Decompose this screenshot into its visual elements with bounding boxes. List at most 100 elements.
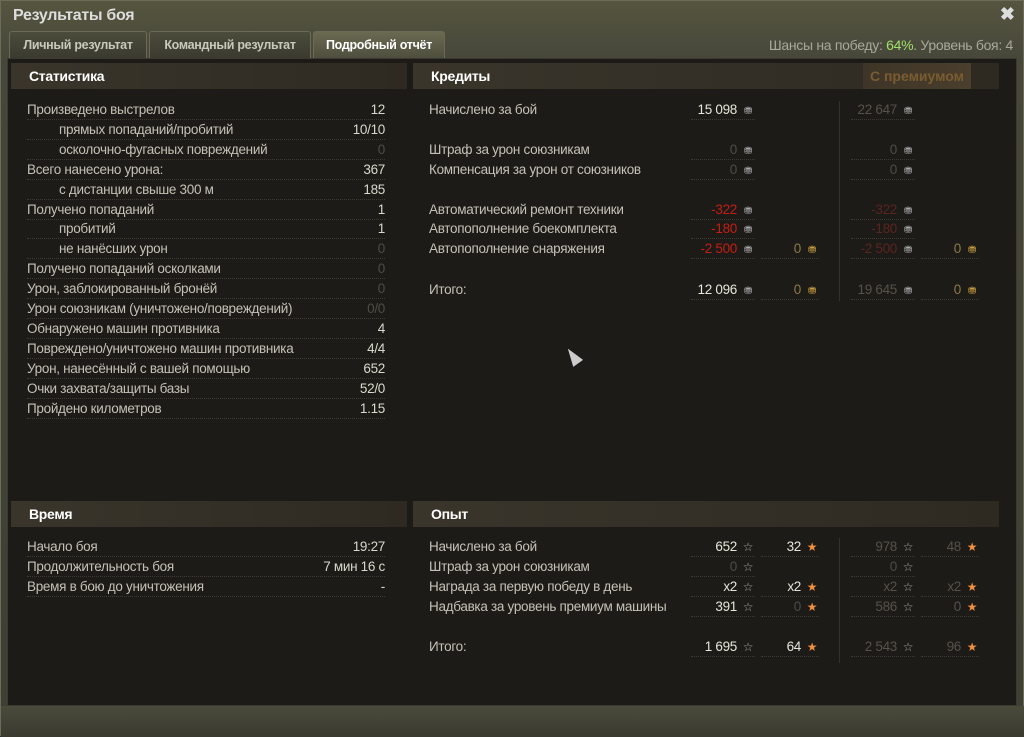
credit-base: 0 ⛃	[691, 141, 755, 160]
xp-free: 32 ★	[761, 538, 819, 557]
credit-row: Начислено за бой	[429, 101, 689, 120]
xp-premium-free: 48 ★	[921, 538, 979, 557]
stat-row: прямых попаданий/пробитий 10/10	[27, 121, 385, 140]
credits-icon: ⛃	[743, 206, 753, 217]
cell-value: 0	[793, 282, 802, 297]
stat-row: Произведено выстрелов 12	[27, 101, 385, 120]
xp-label: Награда за первую победу в день	[429, 579, 633, 594]
window-title: Результаты боя	[13, 7, 135, 24]
free-xp-star-icon: ★	[806, 600, 818, 614]
credit-row: Штраф за урон союзникам	[429, 141, 689, 160]
free-xp-star-icon: ★	[966, 600, 978, 614]
credit-base: 0 ⛃	[691, 161, 755, 180]
stat-row: Всего нанесено урона: 367	[27, 161, 385, 180]
xp-star-icon: ☆	[902, 600, 914, 614]
credit-premium: -2 500 ⛃	[851, 240, 915, 259]
stat-label: не нанёсших урон	[59, 241, 168, 257]
time-value: 19:27	[352, 539, 386, 554]
stat-label: Урон, нанесённый с вашей помощью	[27, 360, 250, 376]
stat-value: 0	[377, 261, 386, 277]
cell-value: 32	[786, 539, 802, 554]
cell-value: 19 645	[857, 282, 898, 297]
cell-value: 978	[875, 539, 897, 554]
stat-row: Урон, нанесённый с вашей помощью 652	[27, 360, 385, 379]
credit-base: 15 098 ⛃	[691, 101, 755, 120]
credit-row: Автопополнение снаряжения	[429, 240, 689, 259]
credits-icon: ⛃	[903, 206, 913, 217]
xp-base: 1 695 ☆	[691, 638, 755, 657]
xp-star-icon: ☆	[742, 600, 754, 614]
cell-value: 15 098	[697, 102, 738, 117]
tab-team[interactable]: Командный результат	[149, 31, 311, 58]
stat-value: 0	[377, 241, 386, 257]
xp-premium-free: 96 ★	[921, 638, 979, 657]
stat-value: 1.15	[359, 400, 385, 416]
credit-label: Компенсация за урон от союзников	[429, 162, 641, 177]
credits-icon: ⛃	[903, 106, 913, 117]
time-label: Время в бою до уничтожения	[27, 579, 204, 594]
cell-value: 64	[786, 639, 802, 654]
battle-level: . Уровень боя: 4	[913, 37, 1013, 53]
credit-premium: -180 ⛃	[851, 220, 915, 239]
xp-premium: 978 ☆	[851, 538, 915, 557]
time-row: Время в бою до уничтожения -	[27, 578, 385, 597]
stat-value: 367	[363, 161, 385, 177]
cell-value: x2	[947, 579, 961, 594]
stat-value: 185	[363, 181, 385, 197]
chances-label: Шансы на победу:	[768, 37, 887, 53]
credits-icon: ⛃	[743, 225, 753, 236]
time-value: 7 мин 16 с	[323, 559, 385, 574]
cell-value: -322	[871, 202, 897, 217]
cell-value: -2 500	[860, 241, 898, 256]
xp-premium: x2 ☆	[851, 578, 915, 597]
stat-value: 1	[377, 221, 386, 237]
xp-star-icon: ☆	[902, 540, 914, 554]
xp-base: 391 ☆	[691, 598, 755, 617]
free-xp-star-icon: ★	[966, 580, 978, 594]
stat-value: 0/0	[367, 301, 385, 316]
xp-row: Награда за первую победу в день	[429, 578, 689, 597]
xp-label: Итого:	[429, 639, 467, 654]
xp-premium-free: x2 ★	[921, 578, 979, 597]
cell-value: 96	[946, 639, 962, 654]
gold-icon: ⛃	[967, 245, 977, 256]
xp-label: Начислено за бой	[429, 539, 537, 554]
tab-personal[interactable]: Личный результат	[9, 31, 147, 58]
close-icon[interactable]: ✖	[999, 4, 1015, 24]
stat-value: 12	[370, 102, 386, 117]
stats-header: Статистика	[11, 63, 407, 89]
credit-row: Итого:	[429, 281, 689, 300]
credit-premium: 22 647 ⛃	[851, 101, 915, 120]
stat-value: 0	[377, 281, 386, 297]
stat-row: Получено попаданий 1	[27, 201, 385, 220]
bottom-bar	[1, 706, 1024, 737]
xp-label: Надбавка за уровень премиум машины	[429, 599, 667, 614]
credit-premium: 0 ⛃	[851, 141, 915, 160]
stat-label: Обнаружено машин противника	[27, 320, 220, 336]
tab-detailed[interactable]: Подробный отчёт	[313, 31, 445, 58]
cell-value: 0	[889, 162, 898, 177]
cell-value: -180	[711, 221, 737, 236]
stat-row: Пройдено километров 1.15	[27, 400, 385, 419]
time-label: Продолжительность боя	[27, 559, 174, 574]
stat-label: Пройдено километров	[27, 400, 162, 416]
cell-value: 586	[875, 599, 897, 614]
credit-gold: 0 ⛃	[761, 281, 819, 300]
time-label: Начало боя	[27, 539, 98, 554]
stat-label: прямых попаданий/пробитий	[59, 121, 234, 137]
stat-label: Урон, заблокированный бронёй	[27, 281, 218, 297]
stat-value: 652	[363, 360, 385, 376]
xp-premium: 586 ☆	[851, 598, 915, 617]
cell-value: x2	[787, 579, 801, 594]
stat-value: 1	[377, 201, 386, 217]
cell-value: 0	[729, 559, 738, 574]
credit-premium-gold: 0 ⛃	[921, 281, 979, 300]
stat-value: 10/10	[352, 121, 386, 137]
xp-star-icon: ☆	[902, 580, 914, 594]
xp-star-icon: ☆	[742, 540, 754, 554]
credits-icon: ⛃	[903, 225, 913, 236]
xp-free: 0 ★	[761, 598, 819, 617]
credit-base: -180 ⛃	[691, 220, 755, 239]
stat-label: Всего нанесено урона:	[27, 161, 164, 177]
xp-star-icon: ☆	[742, 560, 754, 574]
